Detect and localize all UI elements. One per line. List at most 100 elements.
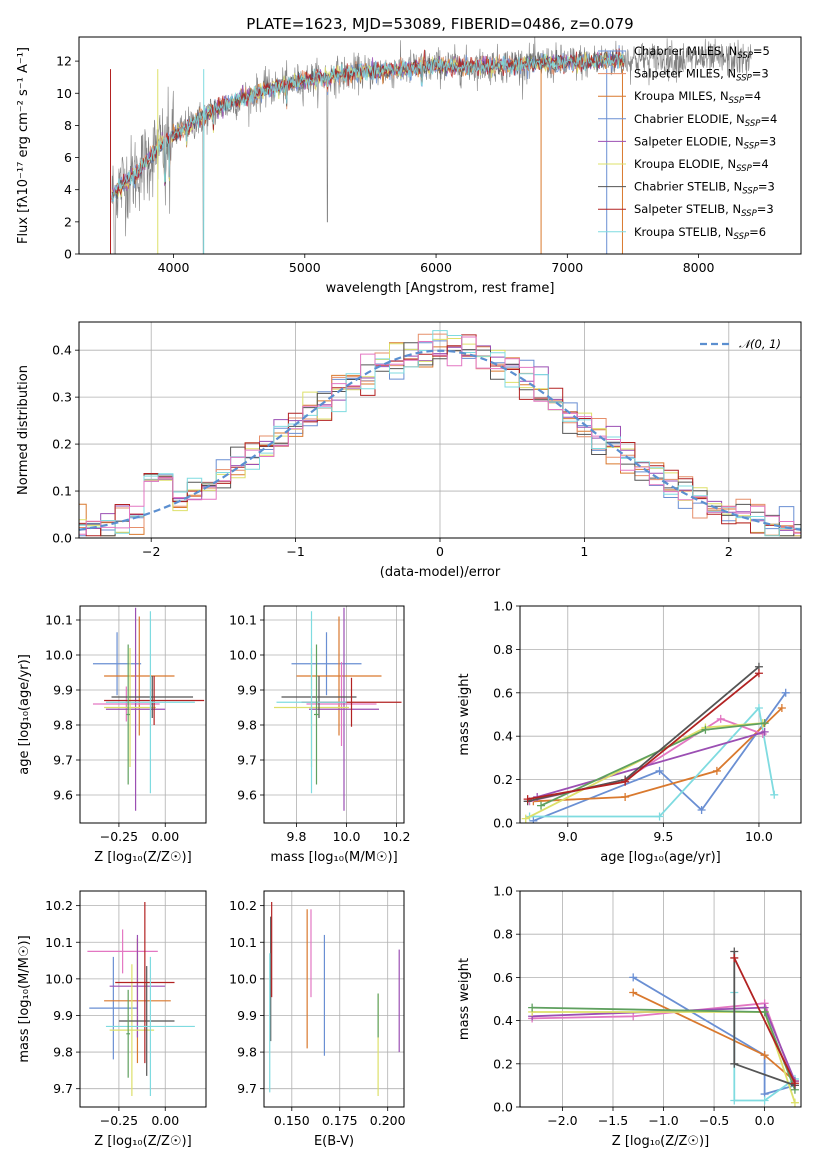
y-tick-label: 10 xyxy=(56,86,72,101)
weight-marker xyxy=(712,766,721,775)
x-tick-label: −2 xyxy=(142,544,160,559)
legend-series-name: Chabrier STELIB, N xyxy=(634,180,742,194)
y-tick-label: 10.1 xyxy=(45,935,73,950)
y-tick-label: 10.1 xyxy=(229,935,257,950)
legend-label: Chabrier MILES, NSSP=5 xyxy=(634,44,770,61)
x-axis-label: mass [log₁₀(M/M☉)] xyxy=(270,850,397,865)
y-tick-label: 10.0 xyxy=(229,971,257,986)
weight-marker xyxy=(730,1096,739,1105)
weight-marker xyxy=(760,1051,769,1060)
y-tick-label: 9.7 xyxy=(53,1081,73,1096)
x-tick-label: −0.5 xyxy=(699,1113,729,1128)
y-tick-label: 9.8 xyxy=(53,1045,73,1060)
weight-marker xyxy=(730,953,739,962)
legend-series-name: Salpeter STELIB, N xyxy=(634,202,741,216)
x-tick-label: 2 xyxy=(725,544,733,559)
x-axis-label: (data-model)/error xyxy=(380,565,501,580)
weight-marker xyxy=(760,1096,769,1105)
weight-marker xyxy=(529,816,538,823)
residuals-series xyxy=(79,330,801,537)
weight-line xyxy=(733,957,796,1084)
y-tick-label: 0.6 xyxy=(493,970,513,985)
mass-age-plot: 9.8 10.0 10.2 9.6 9.7 9.8 9.9 10.0 10.1 mass [log… xyxy=(229,605,410,865)
x-tick-label: −0.25 xyxy=(100,1113,138,1128)
z-mass-points xyxy=(87,901,195,1097)
y-tick-label: 0.0 xyxy=(493,816,513,831)
y-tick-label: 9.9 xyxy=(53,683,73,698)
x-axis-label: Z [log₁₀(Z/Z☉)] xyxy=(612,1134,709,1149)
ebv-mass-plot: 0.150 0.175 0.200 9.7 9.8 9.9 10.0 10.1 10.2 E(B-… xyxy=(229,890,406,1149)
weight-line xyxy=(525,722,763,820)
x-tick-label: 5000 xyxy=(289,260,321,275)
legend-label: Chabrier ELODIE, NSSP=4 xyxy=(634,112,777,129)
y-tick-label: 9.8 xyxy=(53,718,73,733)
model-spectrum-line xyxy=(111,53,625,202)
legend-subscript: SSP xyxy=(737,51,753,61)
y-tick-label: 9.9 xyxy=(53,1008,73,1023)
weight-line xyxy=(533,692,787,822)
y-tick-label: 8 xyxy=(64,118,72,133)
legend-label: 𝒩(0, 1) xyxy=(739,337,781,351)
x-tick-label: 0.0 xyxy=(755,1113,775,1128)
legend-label: Kroupa MILES, NSSP=4 xyxy=(634,89,761,106)
weight-marker xyxy=(790,1098,799,1107)
y-tick-label: 10.1 xyxy=(229,613,257,628)
legend-subscript: SSP xyxy=(736,74,752,84)
y-tick-label: 10.0 xyxy=(229,648,257,663)
x-axis-label: Z [log₁₀(Z/Z☉)] xyxy=(94,1134,191,1149)
y-tick-label: 0.4 xyxy=(493,729,513,744)
legend-subscript: SSP xyxy=(736,164,752,174)
weight-z-series xyxy=(528,947,799,1107)
y-tick-label: 1.0 xyxy=(493,599,513,614)
legend-nssp: =6 xyxy=(749,225,766,239)
y-tick-label: 1.0 xyxy=(493,884,513,899)
legend-nssp: =3 xyxy=(752,67,769,81)
x-axis-label: E(B-V) xyxy=(314,1134,354,1149)
x-tick-label: −1.0 xyxy=(648,1113,678,1128)
legend-series-name: Kroupa ELODIE, N xyxy=(634,157,736,171)
y-tick-label: 0.0 xyxy=(52,531,72,546)
z-mass-plot: −0.25 0.00 9.7 9.8 9.9 10.0 10.1 10.2 Z [log₁₀(Z… xyxy=(17,890,207,1149)
y-tick-label: 0.2 xyxy=(493,772,513,787)
weight-marker xyxy=(621,792,630,801)
axes-frame xyxy=(519,890,802,1108)
weight-age-series xyxy=(521,662,790,823)
legend-nssp: =3 xyxy=(758,180,775,194)
x-tick-label: 8000 xyxy=(683,260,715,275)
y-axis-label: mass weight xyxy=(457,958,472,1040)
histogram-step xyxy=(79,330,801,537)
legend-label: Salpeter ELODIE, NSSP=3 xyxy=(634,134,776,151)
weight-z-plot: −2.0 −1.5 −1.0 −0.5 0.0 0.0 0.2 0.4 0.6 0.8 1.0 Z [… xyxy=(457,884,802,1149)
y-tick-label: 0.6 xyxy=(493,685,513,700)
x-tick-label: 7000 xyxy=(551,260,583,275)
y-tick-label: 0.0 xyxy=(493,1100,513,1115)
weight-marker xyxy=(621,777,630,786)
weight-marker xyxy=(781,688,790,697)
x-tick-label: 1 xyxy=(580,544,588,559)
histogram-step xyxy=(79,336,801,535)
z-age-points xyxy=(92,607,205,811)
x-tick-label: −2.0 xyxy=(547,1113,577,1128)
x-tick-label: 0 xyxy=(436,544,444,559)
weight-line xyxy=(536,731,765,798)
chart-title: PLATE=1623, MJD=53089, FIBERID=0486, z=0… xyxy=(246,15,633,33)
axes-frame xyxy=(79,890,207,1108)
axes-frame xyxy=(78,36,802,255)
weight-marker xyxy=(777,703,786,712)
x-tick-label: −1 xyxy=(286,544,304,559)
y-axis-label: mass [log₁₀(M/M☉)] xyxy=(17,935,32,1062)
z-age-plot: −0.25 0.00 9.6 9.7 9.8 9.9 10.0 10.1 Z [log₁₀(Z/… xyxy=(17,605,207,865)
legend-series-name: Kroupa MILES, N xyxy=(634,89,729,103)
legend-subscript: SSP xyxy=(734,232,750,242)
legend-subscript: SSP xyxy=(729,96,745,106)
y-tick-label: 0.1 xyxy=(52,484,72,499)
legend-series-name: Salpeter MILES, N xyxy=(634,67,736,81)
weight-marker xyxy=(697,805,706,814)
y-tick-label: 9.7 xyxy=(237,753,257,768)
legend-subscript: SSP xyxy=(745,119,761,129)
y-tick-label: 0.4 xyxy=(52,343,72,358)
y-tick-label: 0.8 xyxy=(493,927,513,942)
spectrum-plot: PLATE=1623, MJD=53089, FIBERID=0486, z=0… xyxy=(16,15,802,296)
y-tick-label: 0.8 xyxy=(493,642,513,657)
y-tick-label: 9.6 xyxy=(237,788,257,803)
